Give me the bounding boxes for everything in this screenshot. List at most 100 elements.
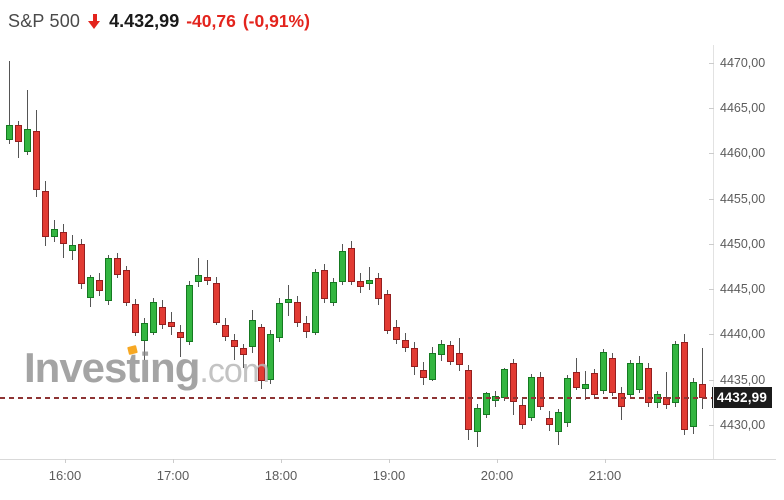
candle-up [87,277,94,299]
candle-down [456,352,463,366]
candle-up [366,280,373,284]
candle-down [393,327,400,340]
candle-down [33,130,40,190]
candle-up [249,319,256,348]
watermark-brand: Investing [24,344,200,391]
x-tick [497,459,498,463]
candle-down [447,345,454,362]
y-tick [709,334,714,335]
candle-down [573,371,580,388]
y-tick-label: 4470,00 [720,56,766,70]
candle-up [24,129,31,152]
x-tick-label: 18:00 [264,468,298,483]
candle-up [51,229,58,237]
candle-down [114,257,121,275]
candle-down [609,357,616,394]
quote-header: S&P 500 4.432,99 -40,76 (-0,91%) [8,8,310,34]
investing-watermark: Investing.com [24,344,270,394]
y-tick-label: 4440,00 [720,327,766,341]
watermark-suffix: .com [199,352,270,390]
candle-up [330,281,337,303]
candle-down [123,270,130,303]
candle-down [303,322,310,332]
candle-wick [369,266,370,290]
y-tick-label: 4445,00 [720,282,766,296]
candle-down [204,277,211,281]
y-tick [709,63,714,64]
candle-down [681,341,688,431]
candle-up [285,299,292,303]
price-change: -40,76 [186,10,236,31]
candle-up [339,251,346,282]
candle-down [519,405,526,425]
arrow-down-icon [88,13,101,29]
candle-down [699,384,706,398]
candle-up [6,124,13,140]
y-tick [709,244,714,245]
candle-wick [27,90,28,156]
candle-down [348,248,355,282]
candle-down [60,232,67,244]
candle-up [195,274,202,282]
candle-down [222,325,229,338]
x-tick-label: 17:00 [156,468,190,483]
y-tick-label: 4465,00 [720,101,766,115]
candle-up [150,301,157,333]
candle-up [555,412,562,433]
y-tick-label: 4435,00 [720,373,766,387]
price-change-percent: (-0,91%) [242,10,310,31]
candle-down [510,362,517,403]
candle-up [438,344,445,356]
candle-down [213,282,220,323]
x-tick [65,459,66,463]
candle-down [591,373,598,395]
candle-up [483,393,490,415]
candle-down [537,376,544,407]
candle-up [564,377,571,424]
candle-down [258,327,265,382]
y-tick-label: 4455,00 [720,192,766,206]
candle-down [231,339,238,347]
candle-down [15,124,22,142]
x-tick-label: 20:00 [480,468,514,483]
x-tick [605,459,606,463]
candle-wick [180,325,181,358]
symbol-name: S&P 500 [8,10,81,31]
y-tick [709,289,714,290]
candle-down [375,278,382,300]
y-tick [709,199,714,200]
candle-down [294,301,301,323]
candle-wick [702,348,703,409]
candle-wick [243,343,244,368]
candle-down [420,369,427,378]
candle-up [501,368,508,398]
candle-up [267,334,274,380]
candle-up [582,384,589,389]
candle-down [546,417,553,425]
x-tick [173,459,174,463]
candle-down [96,280,103,291]
last-price: 4.432,99 [109,10,180,31]
y-tick-label: 4460,00 [720,146,766,160]
candle-up [276,302,283,338]
candle-down [465,369,472,431]
candle-up [690,381,697,427]
candle-down [645,367,652,404]
x-tick [281,459,282,463]
candle-down [618,393,625,407]
candle-up [69,244,76,252]
y-tick-label: 4450,00 [720,237,766,251]
candle-down [159,307,166,326]
candle-wick [234,334,235,360]
candle-down [132,303,139,333]
candle-down [78,243,85,284]
last-price-tag: 4432,99 [712,387,772,408]
candle-up [186,284,193,343]
candle-down [240,348,247,356]
last-price-line [0,397,713,399]
candle-up [105,258,112,301]
candle-down [168,321,175,328]
y-tick [709,153,714,154]
